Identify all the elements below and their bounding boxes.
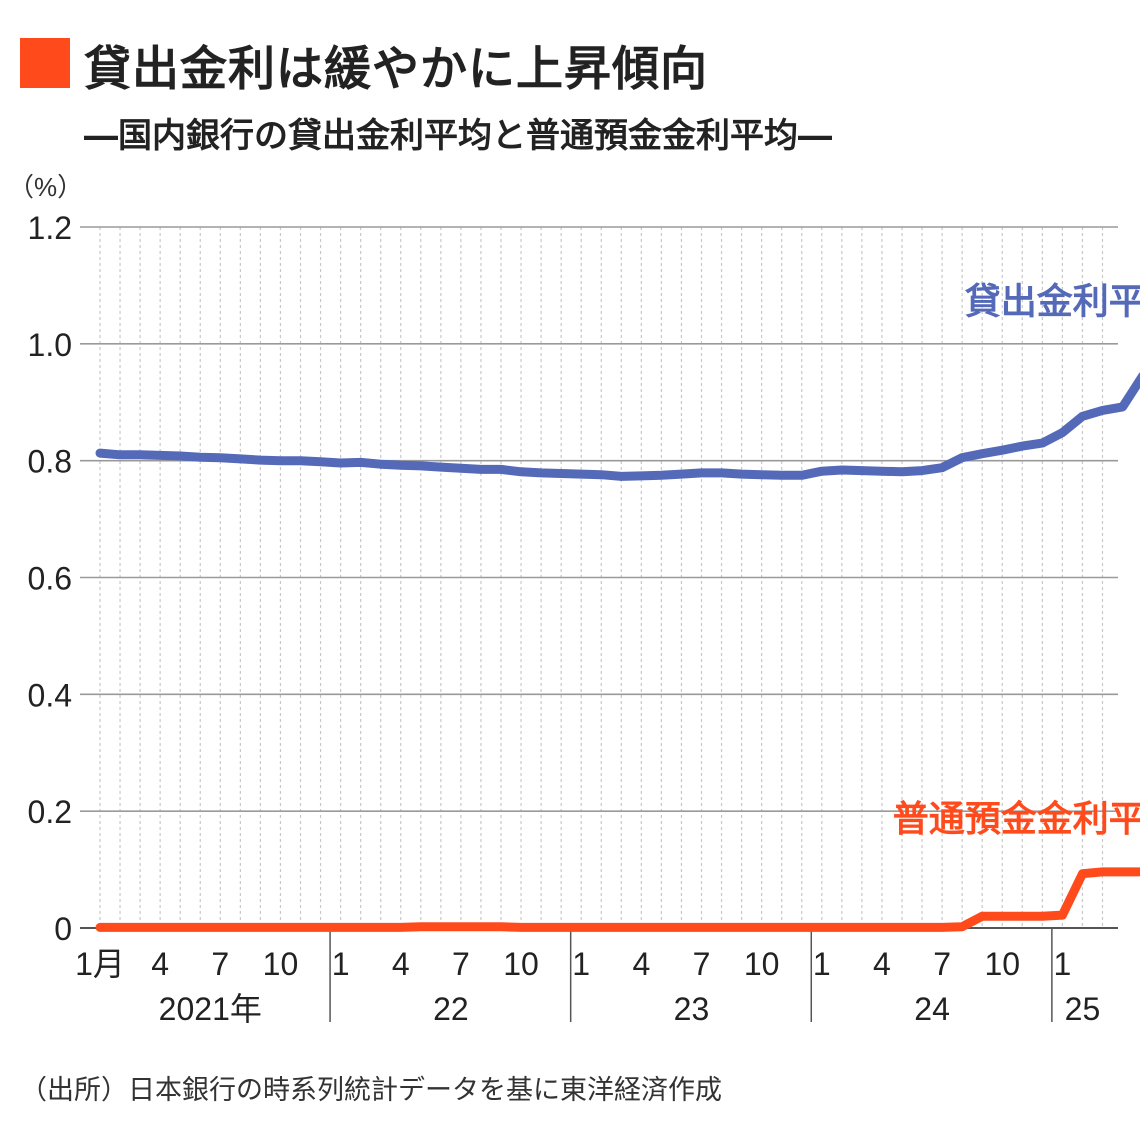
y-tick-label: 0 [54, 911, 72, 947]
series-labels: 貸出金利平均普通預金金利平均 [893, 281, 1140, 839]
y-tick-label: 1.2 [28, 210, 72, 246]
year-label: 24 [914, 991, 950, 1027]
year-label: 23 [674, 991, 710, 1027]
x-tick-label: 1 [1054, 946, 1072, 982]
x-tick-label: 10 [503, 946, 539, 982]
x-tick-label: 1 [813, 946, 831, 982]
series-label: 貸出金利平均 [965, 281, 1140, 322]
source-note: （出所）日本銀行の時系列統計データを基に東洋経済作成 [20, 1075, 722, 1106]
x-tick-label: 4 [873, 946, 891, 982]
y-axis-tick-labels: 0 0.2 0.4 0.6 0.8 1.0 1.2 [28, 210, 72, 947]
x-tick-label: 7 [693, 946, 711, 982]
series-lines [95, 372, 1140, 932]
x-tick-label: 1 [332, 946, 350, 982]
chart-title: 貸出金利は緩やかに上昇傾向 [84, 42, 708, 97]
x-tick-label: 1 [572, 946, 590, 982]
title-marker [20, 38, 70, 88]
year-label: 22 [433, 991, 469, 1027]
y-tick-label: 0.6 [28, 561, 72, 597]
x-tick-label: 10 [744, 946, 780, 982]
x-tick-label: 7 [933, 946, 951, 982]
x-tick-label: 4 [392, 946, 410, 982]
y-tick-label: 0.2 [28, 794, 72, 830]
x-tick-label: 1月 [75, 946, 125, 982]
x-tick-label: 4 [632, 946, 650, 982]
year-label: 2021年 [159, 991, 262, 1027]
series-line [95, 867, 1140, 932]
y-axis-unit-label: （%） [8, 172, 83, 202]
y-tick-label: 0.4 [28, 677, 72, 713]
x-tick-label: 7 [211, 946, 229, 982]
series-line [95, 372, 1140, 481]
year-label: 25 [1065, 991, 1101, 1027]
x-tick-label: 4 [151, 946, 169, 982]
chart-subtitle: ―国内銀行の貸出金利平均と普通預金金利平均― [84, 116, 832, 156]
x-tick-label: 10 [263, 946, 299, 982]
y-tick-label: 1.0 [28, 327, 72, 363]
series-label: 普通預金金利平均 [893, 798, 1140, 839]
x-tick-label: 7 [452, 946, 470, 982]
y-tick-label: 0.8 [28, 444, 72, 480]
x-tick-label: 10 [984, 946, 1020, 982]
x-axis: 1月 4 7 10 1 4 7 10 1 4 7 10 1 4 7 10 1 2021年 22 23 24 25 [75, 928, 1100, 1027]
